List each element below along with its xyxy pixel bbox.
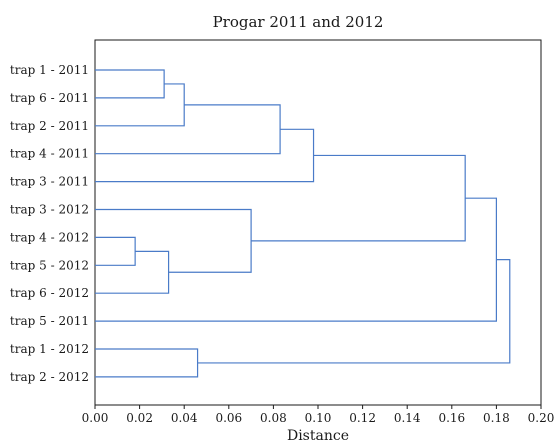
- leaf-label-group: trap 1 - 2011 trap 6 - 2011 trap 2 - 2011 t…: [10, 63, 89, 384]
- x-tick-label: 0.16: [438, 411, 465, 425]
- x-tick-group: 0.00 0.02 0.04 0.06 0.08 0.10 0.12 0.14 0.16 0.18…: [82, 405, 555, 425]
- x-tick-label: 0.18: [483, 411, 510, 425]
- dendrogram-branch: [95, 128, 315, 183]
- leaf-label: trap 1 - 2012: [10, 342, 89, 356]
- leaf-label: trap 3 - 2011: [10, 175, 89, 189]
- leaf-label: trap 4 - 2011: [10, 147, 89, 161]
- x-tick-label: 0.08: [260, 411, 287, 425]
- x-tick-label: 0.10: [305, 411, 332, 425]
- x-tick-label: 0.14: [394, 411, 421, 425]
- x-tick-label: 0.06: [215, 411, 242, 425]
- dendrogram-branch: [197, 259, 511, 364]
- dendrogram-branch: [95, 348, 199, 378]
- leaf-label: trap 6 - 2011: [10, 91, 89, 105]
- plot-frame: [94, 39, 542, 406]
- dendrogram-branch: [95, 104, 281, 155]
- dendrogram-branch: [95, 236, 136, 266]
- dendrogram-branch: [95, 197, 497, 322]
- x-tick-label: 0.12: [349, 411, 376, 425]
- leaf-label: trap 1 - 2011: [10, 63, 89, 77]
- x-axis-title: Distance: [287, 428, 349, 444]
- leaf-label: trap 2 - 2011: [10, 119, 89, 133]
- dendrogram-branch: [95, 69, 165, 99]
- x-tick-label: 0.00: [82, 411, 109, 425]
- branch-group: [95, 69, 511, 378]
- leaf-label: trap 6 - 2012: [10, 286, 89, 300]
- dendrogram-branch: [95, 250, 170, 294]
- x-tick-label: 0.02: [126, 411, 153, 425]
- leaf-label: trap 5 - 2011: [10, 314, 89, 328]
- leaf-label: trap 2 - 2012: [10, 370, 89, 384]
- leaf-label: trap 5 - 2012: [10, 258, 89, 272]
- dendrogram-branch: [95, 208, 252, 273]
- leaf-label: trap 3 - 2012: [10, 203, 89, 217]
- chart-title: Progar 2011 and 2012: [213, 13, 384, 31]
- leaf-label: trap 4 - 2012: [10, 230, 89, 244]
- dendrogram-branch: [95, 83, 185, 127]
- x-tick-label: 0.04: [171, 411, 198, 425]
- dendrogram-branch: [251, 154, 466, 242]
- x-tick-label: 0.20: [528, 411, 555, 425]
